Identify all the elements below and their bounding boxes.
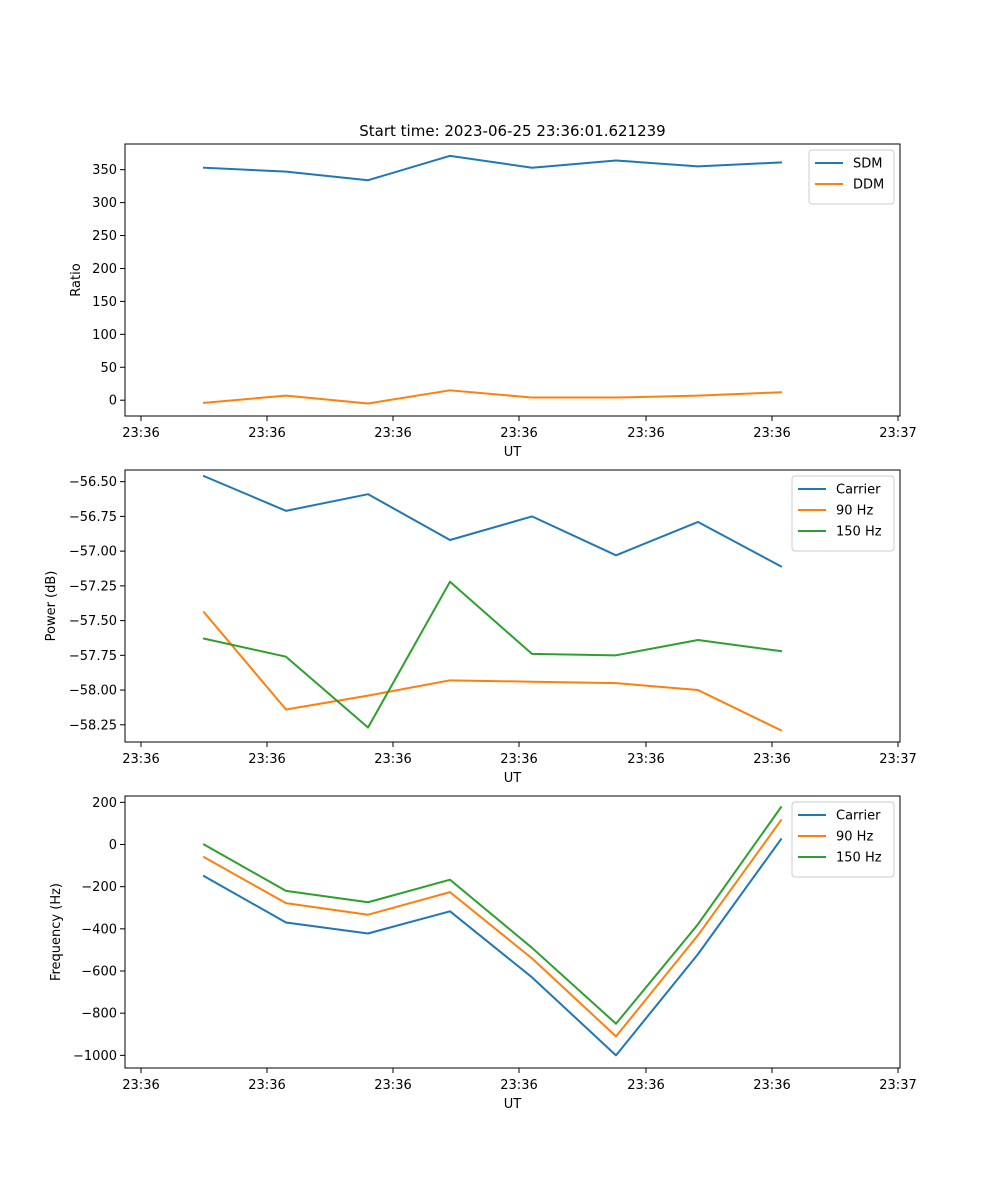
x-tick-label: 23:36: [374, 752, 411, 767]
series-line-sdm: [202, 154, 783, 182]
x-tick-label: 23:36: [753, 752, 790, 767]
series-line-90-hz: [202, 818, 783, 1038]
series-line-90-hz: [202, 610, 783, 732]
x-tick-label: 23:36: [500, 426, 537, 441]
legend: Carrier 90 Hz 150 Hz: [791, 801, 895, 878]
legend-label: 150 Hz: [836, 525, 882, 540]
x-axis-label: UT: [504, 1097, 522, 1112]
x-tick-label: 23:36: [122, 426, 159, 441]
legend-box: [791, 801, 895, 878]
y-tick-label: 200: [92, 796, 117, 811]
y-tick-label: 200: [92, 262, 117, 277]
y-tick-label: 300: [92, 196, 117, 211]
panel-1: Start time: 2023-06-25 23:36:01.621239 23…: [69, 122, 917, 460]
x-tick-label: 23:37: [879, 1078, 916, 1093]
x-tick-label: 23:36: [248, 426, 285, 441]
x-tick-label: 23:36: [248, 1078, 285, 1093]
x-tick-label: 23:36: [753, 426, 790, 441]
y-tick-label: −57.75: [69, 649, 117, 664]
legend-label: Carrier: [836, 809, 881, 824]
series-line-carrier: [202, 474, 783, 568]
y-tick-label: −600: [81, 965, 117, 980]
y-tick-label: −57.25: [69, 579, 117, 594]
x-tick-label: 23:36: [627, 1078, 664, 1093]
y-axis-label: Frequency (Hz): [49, 883, 64, 981]
y-tick-label: 150: [92, 295, 117, 310]
x-tick-label: 23:36: [374, 426, 411, 441]
x-tick-label: 23:37: [879, 752, 916, 767]
legend: SDM DDM: [808, 149, 895, 205]
series-line-150-hz: [202, 805, 783, 1025]
legend-label: 90 Hz: [836, 504, 873, 519]
y-tick-label: −800: [81, 1007, 117, 1022]
y-tick-label: −56.75: [69, 510, 117, 525]
x-tick-label: 23:36: [627, 752, 664, 767]
x-axis-label: UT: [504, 445, 522, 460]
x-tick-label: 23:36: [122, 1078, 159, 1093]
panel-2: 23:36 23:36 23:36 23:36 23:36 23:36 23:37 UT −58…: [44, 469, 917, 786]
y-tick-label: 50: [100, 361, 117, 376]
legend-label: 150 Hz: [836, 851, 882, 866]
legend-label: Carrier: [836, 483, 881, 498]
legend: Carrier 90 Hz 150 Hz: [791, 475, 895, 552]
series-line-ddm: [202, 389, 783, 405]
panel-3: 23:36 23:36 23:36 23:36 23:36 23:36 23:37 UT −10…: [49, 795, 917, 1112]
chart-title: Start time: 2023-06-25 23:36:01.621239: [359, 122, 665, 140]
x-tick-label: 23:36: [374, 1078, 411, 1093]
legend-label: DDM: [853, 178, 884, 193]
y-tick-label: −58.25: [69, 718, 117, 733]
x-axis-label: UT: [504, 771, 522, 786]
series-line-150-hz: [202, 580, 783, 729]
legend-box: [791, 475, 895, 552]
legend-label: SDM: [853, 157, 882, 172]
y-tick-label: −58.00: [69, 684, 117, 699]
axes-frame: [124, 469, 901, 743]
x-tick-label: 23:36: [122, 752, 159, 767]
y-tick-label: 0: [109, 394, 117, 409]
y-tick-label: 250: [92, 229, 117, 244]
y-tick-label: 0: [109, 838, 117, 853]
y-tick-label: 100: [92, 328, 117, 343]
y-tick-label: 350: [92, 163, 117, 178]
y-tick-label: −200: [81, 880, 117, 895]
y-tick-label: −1000: [73, 1049, 117, 1064]
series-line-carrier: [202, 837, 783, 1057]
y-axis-label: Power (dB): [44, 571, 59, 642]
axes-frame: [124, 795, 901, 1069]
x-tick-label: 23:36: [627, 426, 664, 441]
x-tick-label: 23:36: [500, 752, 537, 767]
axes-frame: [124, 143, 901, 417]
y-tick-label: −400: [81, 922, 117, 937]
legend-label: 90 Hz: [836, 830, 873, 845]
x-tick-label: 23:36: [753, 1078, 790, 1093]
x-tick-label: 23:36: [500, 1078, 537, 1093]
y-tick-label: −56.50: [69, 475, 117, 490]
y-tick-label: −57.00: [69, 545, 117, 560]
y-axis-label: Ratio: [69, 263, 84, 296]
y-tick-label: −57.50: [69, 614, 117, 629]
x-tick-label: 23:36: [248, 752, 285, 767]
x-tick-label: 23:37: [879, 426, 916, 441]
